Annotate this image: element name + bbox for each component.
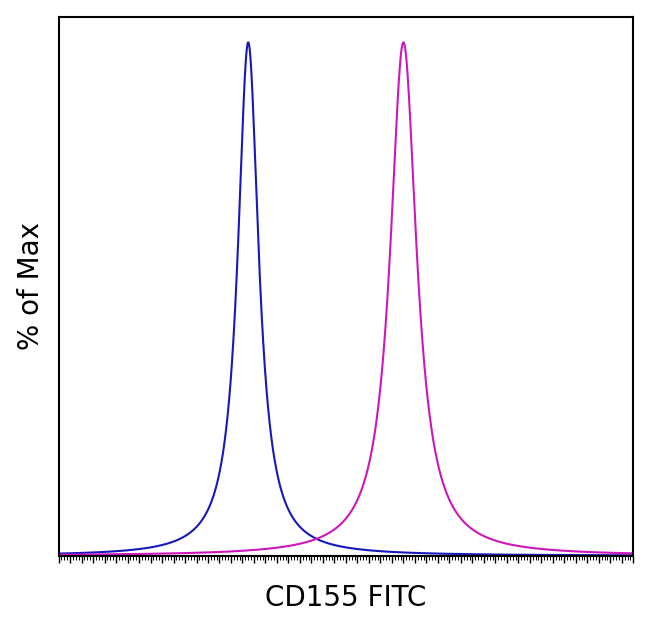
- Y-axis label: % of Max: % of Max: [17, 222, 45, 350]
- X-axis label: CD155 FITC: CD155 FITC: [265, 584, 426, 613]
